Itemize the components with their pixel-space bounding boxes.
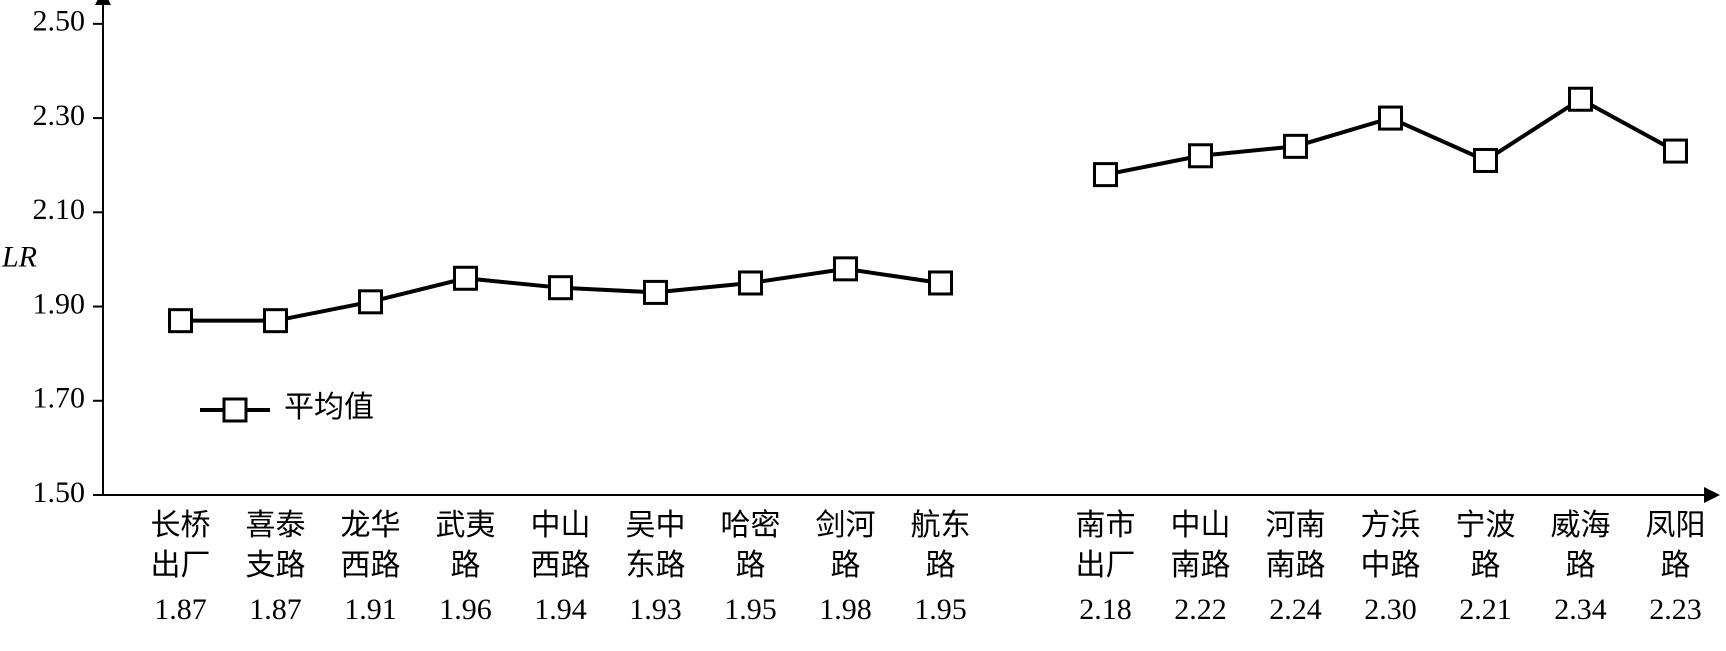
x-tick-label: 南路 — [1266, 549, 1326, 582]
x-tick-label: 路 — [831, 549, 861, 582]
x-tick-label: 出厂 — [1076, 549, 1136, 582]
x-tick-value: 2.24 — [1269, 593, 1322, 626]
x-tick-value: 1.95 — [724, 593, 777, 626]
x-tick-label: 南市 — [1076, 509, 1136, 542]
data-marker — [1285, 135, 1307, 157]
x-tick-label: 支路 — [246, 549, 306, 582]
x-tick-label: 龙华 — [341, 509, 401, 542]
x-tick-label: 西路 — [341, 549, 401, 582]
data-marker — [740, 272, 762, 294]
x-tick-label: 河南 — [1266, 509, 1326, 542]
y-tick-label: 1.70 — [33, 382, 86, 415]
x-tick-label: 路 — [1566, 549, 1596, 582]
x-tick-value: 2.18 — [1079, 593, 1132, 626]
x-tick-label: 长桥 — [151, 509, 211, 542]
x-tick-label: 喜泰 — [246, 509, 306, 542]
x-tick-label: 宁波 — [1456, 509, 1516, 542]
x-tick-value: 1.87 — [249, 593, 302, 626]
x-tick-value: 2.34 — [1554, 593, 1607, 626]
x-tick-label: 中山 — [1171, 509, 1231, 542]
chart-svg: 1.50 1.70 1.90 2.10 2.30 2.50 LR 长桥出厂 1.87 喜泰支路 1.… — [0, 0, 1726, 651]
y-tick-label: 1.90 — [33, 287, 86, 320]
x-tick-label: 路 — [736, 549, 766, 582]
legend-label: 平均值 — [284, 391, 374, 424]
data-marker — [265, 310, 287, 332]
x-axis-arrow — [1704, 487, 1720, 503]
y-axis-label: LR — [1, 240, 37, 273]
x-tick-label: 出厂 — [151, 549, 211, 582]
x-tick-label: 路 — [451, 549, 481, 582]
x-tick-value: 1.95 — [914, 593, 967, 626]
x-tick-value: 1.91 — [344, 593, 397, 626]
data-marker — [1190, 145, 1212, 167]
x-tick-value: 2.22 — [1174, 593, 1227, 626]
data-marker — [645, 281, 667, 303]
x-tick-label: 哈密 — [721, 509, 781, 542]
x-tick-label: 武夷 — [436, 509, 496, 542]
data-marker — [455, 267, 477, 289]
x-tick-value: 1.96 — [439, 593, 492, 626]
x-tick-label: 路 — [1471, 549, 1501, 582]
x-tick-value: 2.21 — [1459, 593, 1512, 626]
x-tick-label: 南路 — [1171, 549, 1231, 582]
x-tick-label: 吴中 — [626, 509, 686, 542]
x-tick-value: 2.30 — [1364, 593, 1417, 626]
data-marker — [930, 272, 952, 294]
data-marker — [1380, 107, 1402, 129]
data-marker — [1665, 140, 1687, 162]
lr-line-chart: 1.50 1.70 1.90 2.10 2.30 2.50 LR 长桥出厂 1.87 喜泰支路 1.… — [0, 0, 1726, 651]
y-tick-label: 2.10 — [33, 193, 86, 226]
data-marker — [1475, 149, 1497, 171]
y-tick-label: 2.30 — [33, 99, 86, 132]
x-tick-label: 西路 — [531, 549, 591, 582]
x-tick-value: 1.87 — [154, 593, 207, 626]
x-tick-label: 剑河 — [816, 509, 876, 542]
legend-marker — [224, 399, 246, 421]
x-tick-label: 航东 — [911, 509, 971, 542]
x-tick-label: 中路 — [1361, 549, 1421, 582]
x-tick-label: 中山 — [531, 509, 591, 542]
x-tick-label: 路 — [1661, 549, 1691, 582]
data-marker — [170, 310, 192, 332]
data-marker — [1570, 88, 1592, 110]
data-marker — [835, 258, 857, 280]
data-marker — [550, 277, 572, 299]
y-tick-label: 2.50 — [33, 5, 86, 38]
x-tick-value: 1.98 — [819, 593, 872, 626]
x-tick-value: 2.23 — [1649, 593, 1702, 626]
x-tick-value: 1.93 — [629, 593, 682, 626]
x-tick-label: 威海 — [1551, 509, 1611, 542]
y-tick-label: 1.50 — [33, 476, 86, 509]
x-tick-label: 凤阳 — [1646, 509, 1706, 542]
data-marker — [360, 291, 382, 313]
y-axis-arrow — [95, 0, 111, 5]
x-tick-value: 1.94 — [534, 593, 587, 626]
x-tick-label: 方浜 — [1361, 509, 1421, 542]
x-tick-label: 东路 — [626, 549, 686, 582]
x-tick-label: 路 — [926, 549, 956, 582]
data-marker — [1095, 164, 1117, 186]
